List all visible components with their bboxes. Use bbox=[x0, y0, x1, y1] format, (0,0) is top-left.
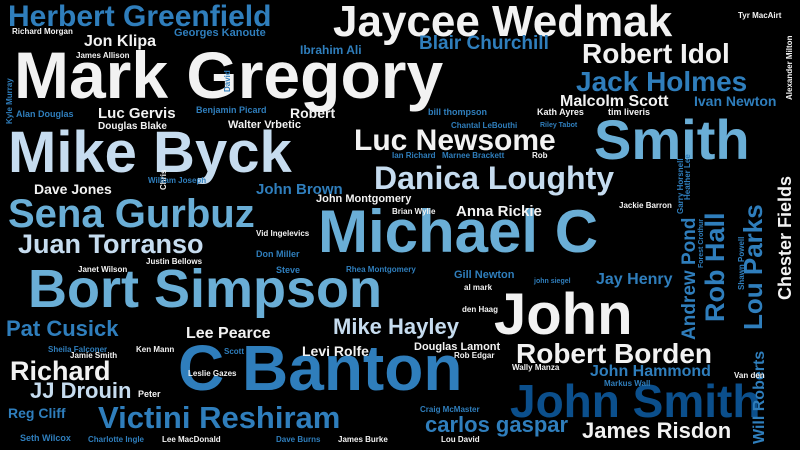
word: carlos gaspar bbox=[425, 412, 569, 437]
word: Dave Burns bbox=[276, 435, 321, 444]
word: Marnee Brackett bbox=[442, 151, 505, 160]
word: Luc Gervis bbox=[98, 105, 176, 122]
word: John Hammond bbox=[590, 363, 711, 380]
word: Wally Manza bbox=[512, 363, 560, 372]
word: Janet Wilson bbox=[78, 265, 128, 274]
word: David bbox=[223, 70, 232, 92]
word: John Smith bbox=[510, 375, 761, 427]
word: Lou David bbox=[441, 435, 480, 444]
word: Rob Edgar bbox=[454, 351, 495, 360]
word: Robert bbox=[290, 105, 336, 121]
word: Benjamin Picard bbox=[196, 105, 267, 115]
word: Jay Henry bbox=[596, 271, 673, 288]
word: Malcolm Scott bbox=[560, 93, 669, 110]
word: al mark bbox=[464, 283, 493, 292]
word: Lee MacDonald bbox=[162, 435, 221, 444]
word: tim liveris bbox=[608, 107, 651, 117]
word: Mark Gregory bbox=[14, 38, 444, 112]
word: Andrew Pond bbox=[679, 217, 700, 340]
word: Sena Gurbuz bbox=[8, 192, 255, 236]
word: Smith bbox=[594, 108, 750, 171]
word: Scott bbox=[224, 347, 244, 356]
word: Justin Bellows bbox=[146, 257, 203, 266]
word: Tyr MacAirt bbox=[738, 11, 782, 20]
word: Douglas Lamont bbox=[414, 341, 501, 353]
word: Kath Ayres bbox=[537, 107, 584, 117]
word: Georges Kanoute bbox=[174, 27, 266, 39]
word: Reg Cliff bbox=[8, 405, 66, 421]
word: Rob Hall bbox=[700, 212, 730, 322]
word: Brian Wylie bbox=[392, 207, 436, 216]
word: James Burke bbox=[338, 435, 388, 444]
word: Craig McMaster bbox=[420, 405, 480, 414]
word: Walter Vrbetic bbox=[228, 119, 301, 131]
word: John Brown bbox=[256, 181, 343, 198]
word: Robert Borden bbox=[516, 338, 712, 369]
word: Richard Morgan bbox=[12, 27, 73, 36]
word: Alan Douglas bbox=[16, 109, 74, 119]
word: Ken Mann bbox=[136, 345, 175, 354]
word: Jaycee Wedmak bbox=[333, 0, 673, 46]
word: Gill Newton bbox=[454, 269, 515, 281]
word: Ivan Newton bbox=[694, 93, 777, 109]
word: Rhea Montgomery bbox=[346, 265, 416, 274]
word: Robert Idol bbox=[582, 38, 730, 69]
word: Riley Tabot bbox=[540, 122, 578, 129]
word: Blair Churchill bbox=[419, 33, 549, 54]
word: James Risdon bbox=[582, 418, 732, 443]
word: Seth Wilcox bbox=[20, 433, 71, 443]
word: Kyle Murray bbox=[5, 78, 14, 124]
word: Luc Newsome bbox=[354, 124, 556, 157]
word: Anna Rickie bbox=[456, 203, 542, 220]
word: Rob bbox=[532, 151, 548, 160]
word: Jackie Barron bbox=[619, 201, 672, 210]
word: den Haag bbox=[462, 305, 499, 314]
word: Ian Richard bbox=[392, 151, 436, 160]
word: Heather Lee bbox=[683, 154, 692, 200]
word: Ibrahim Ali bbox=[300, 43, 362, 57]
word: Peter bbox=[138, 389, 161, 399]
word: bill thompson bbox=[428, 107, 487, 117]
word: Dave Jones bbox=[34, 181, 112, 197]
word: Sheila Falconer bbox=[48, 345, 108, 354]
word: Leslie Gazes bbox=[188, 369, 237, 378]
word: Juan Torranso bbox=[18, 229, 204, 259]
word: Bort Simpson bbox=[28, 259, 383, 319]
word: Jon Klipa bbox=[84, 33, 157, 50]
word: Chester Fields bbox=[775, 175, 795, 300]
word: Herbert Greenfield bbox=[8, 0, 272, 33]
word: Chantal LeBouthi bbox=[451, 121, 518, 130]
word: john siegel bbox=[534, 278, 571, 285]
word: Markus Wall bbox=[604, 379, 651, 388]
word: Mike Hayley bbox=[333, 314, 459, 339]
word: Steve bbox=[276, 265, 301, 275]
word: Richard bbox=[10, 356, 111, 386]
word: Douglas Blake bbox=[98, 121, 167, 132]
word: Jamie Smith bbox=[70, 351, 118, 360]
word: Lee Pearce bbox=[186, 325, 271, 342]
word: Alexander Milton bbox=[785, 35, 794, 100]
word: James Allison bbox=[76, 51, 130, 60]
word: John bbox=[494, 282, 633, 347]
word: Jack Holmes bbox=[576, 66, 748, 97]
word: Will Roberts bbox=[751, 350, 768, 444]
word: Mike Byck bbox=[8, 120, 292, 185]
word: Vid Ingelevics bbox=[256, 229, 310, 238]
word: Forest Crothur bbox=[698, 219, 705, 268]
word: Levi Rolfe bbox=[302, 343, 369, 359]
word: Danica Loughty bbox=[374, 160, 615, 196]
word: Shawn Powell bbox=[737, 236, 746, 290]
word: Pat Cusick bbox=[6, 316, 119, 341]
word: C Banton bbox=[178, 332, 463, 404]
word: JJ Drouin bbox=[30, 378, 132, 403]
word: Don Miller bbox=[256, 249, 300, 259]
word: Michael C bbox=[318, 198, 599, 265]
word: Charlotte Ingle bbox=[88, 435, 145, 444]
word: William Joseph bbox=[148, 176, 207, 185]
word: Victini Reshiram bbox=[98, 400, 341, 435]
word: Van den bbox=[734, 371, 765, 380]
word: John Montgomery bbox=[316, 193, 412, 205]
word: Garry Horsnell bbox=[676, 158, 685, 214]
